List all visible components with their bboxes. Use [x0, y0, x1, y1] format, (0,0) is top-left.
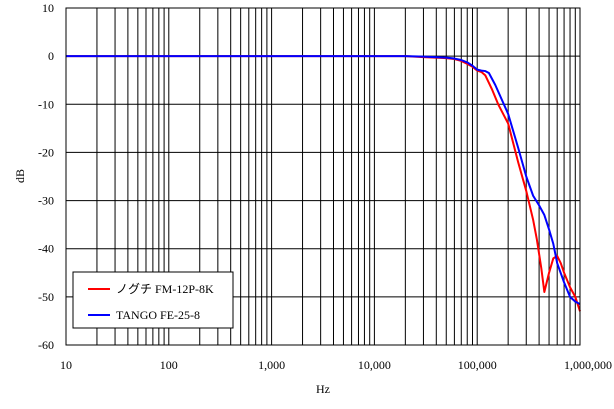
- y-tick-label: -40: [38, 242, 54, 256]
- y-axis-label: dB: [13, 169, 27, 183]
- legend-label-tango: TANGO FE-25-8: [116, 308, 200, 322]
- y-tick-label: -60: [38, 338, 54, 352]
- x-tick-label: 100,000: [458, 358, 497, 372]
- x-tick-label: 10: [60, 358, 72, 372]
- series-layer: [66, 55, 581, 312]
- x-tick-labels: 10 100 1,000 10,000 100,000 1,000,000: [60, 358, 612, 372]
- y-tick-label: -30: [38, 194, 54, 208]
- x-tick-label: 1,000: [258, 358, 285, 372]
- legend-label-noguchi: ノグチ FM-12P-8K: [116, 282, 214, 296]
- y-tick-label: -10: [38, 97, 54, 111]
- y-tick-label: 0: [48, 49, 54, 63]
- x-tick-label: 1,000,000: [564, 358, 612, 372]
- y-tick-labels: 10 0 -10 -20 -30 -40 -50 -60: [38, 1, 54, 352]
- series-line-1: [66, 55, 581, 305]
- legend-box: [72, 271, 234, 329]
- legend: ノグチ FM-12P-8K TANGO FE-25-8: [72, 271, 234, 329]
- x-tick-label: 10,000: [358, 358, 391, 372]
- y-tick-label: 10: [42, 1, 54, 15]
- x-tick-label: 100: [160, 358, 178, 372]
- y-tick-label: -20: [38, 145, 54, 159]
- y-tick-label: -50: [38, 290, 54, 304]
- x-axis-label: Hz: [316, 382, 330, 396]
- plot-frame: [65, 7, 581, 346]
